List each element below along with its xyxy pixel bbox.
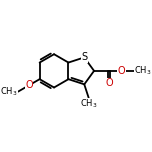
Text: O: O [118, 66, 125, 76]
Text: O: O [25, 80, 33, 90]
Text: CH$_3$: CH$_3$ [134, 65, 152, 77]
Text: S: S [81, 52, 87, 62]
Text: CH$_3$: CH$_3$ [80, 98, 97, 110]
Text: O: O [105, 78, 113, 88]
Text: CH$_3$: CH$_3$ [0, 85, 18, 98]
